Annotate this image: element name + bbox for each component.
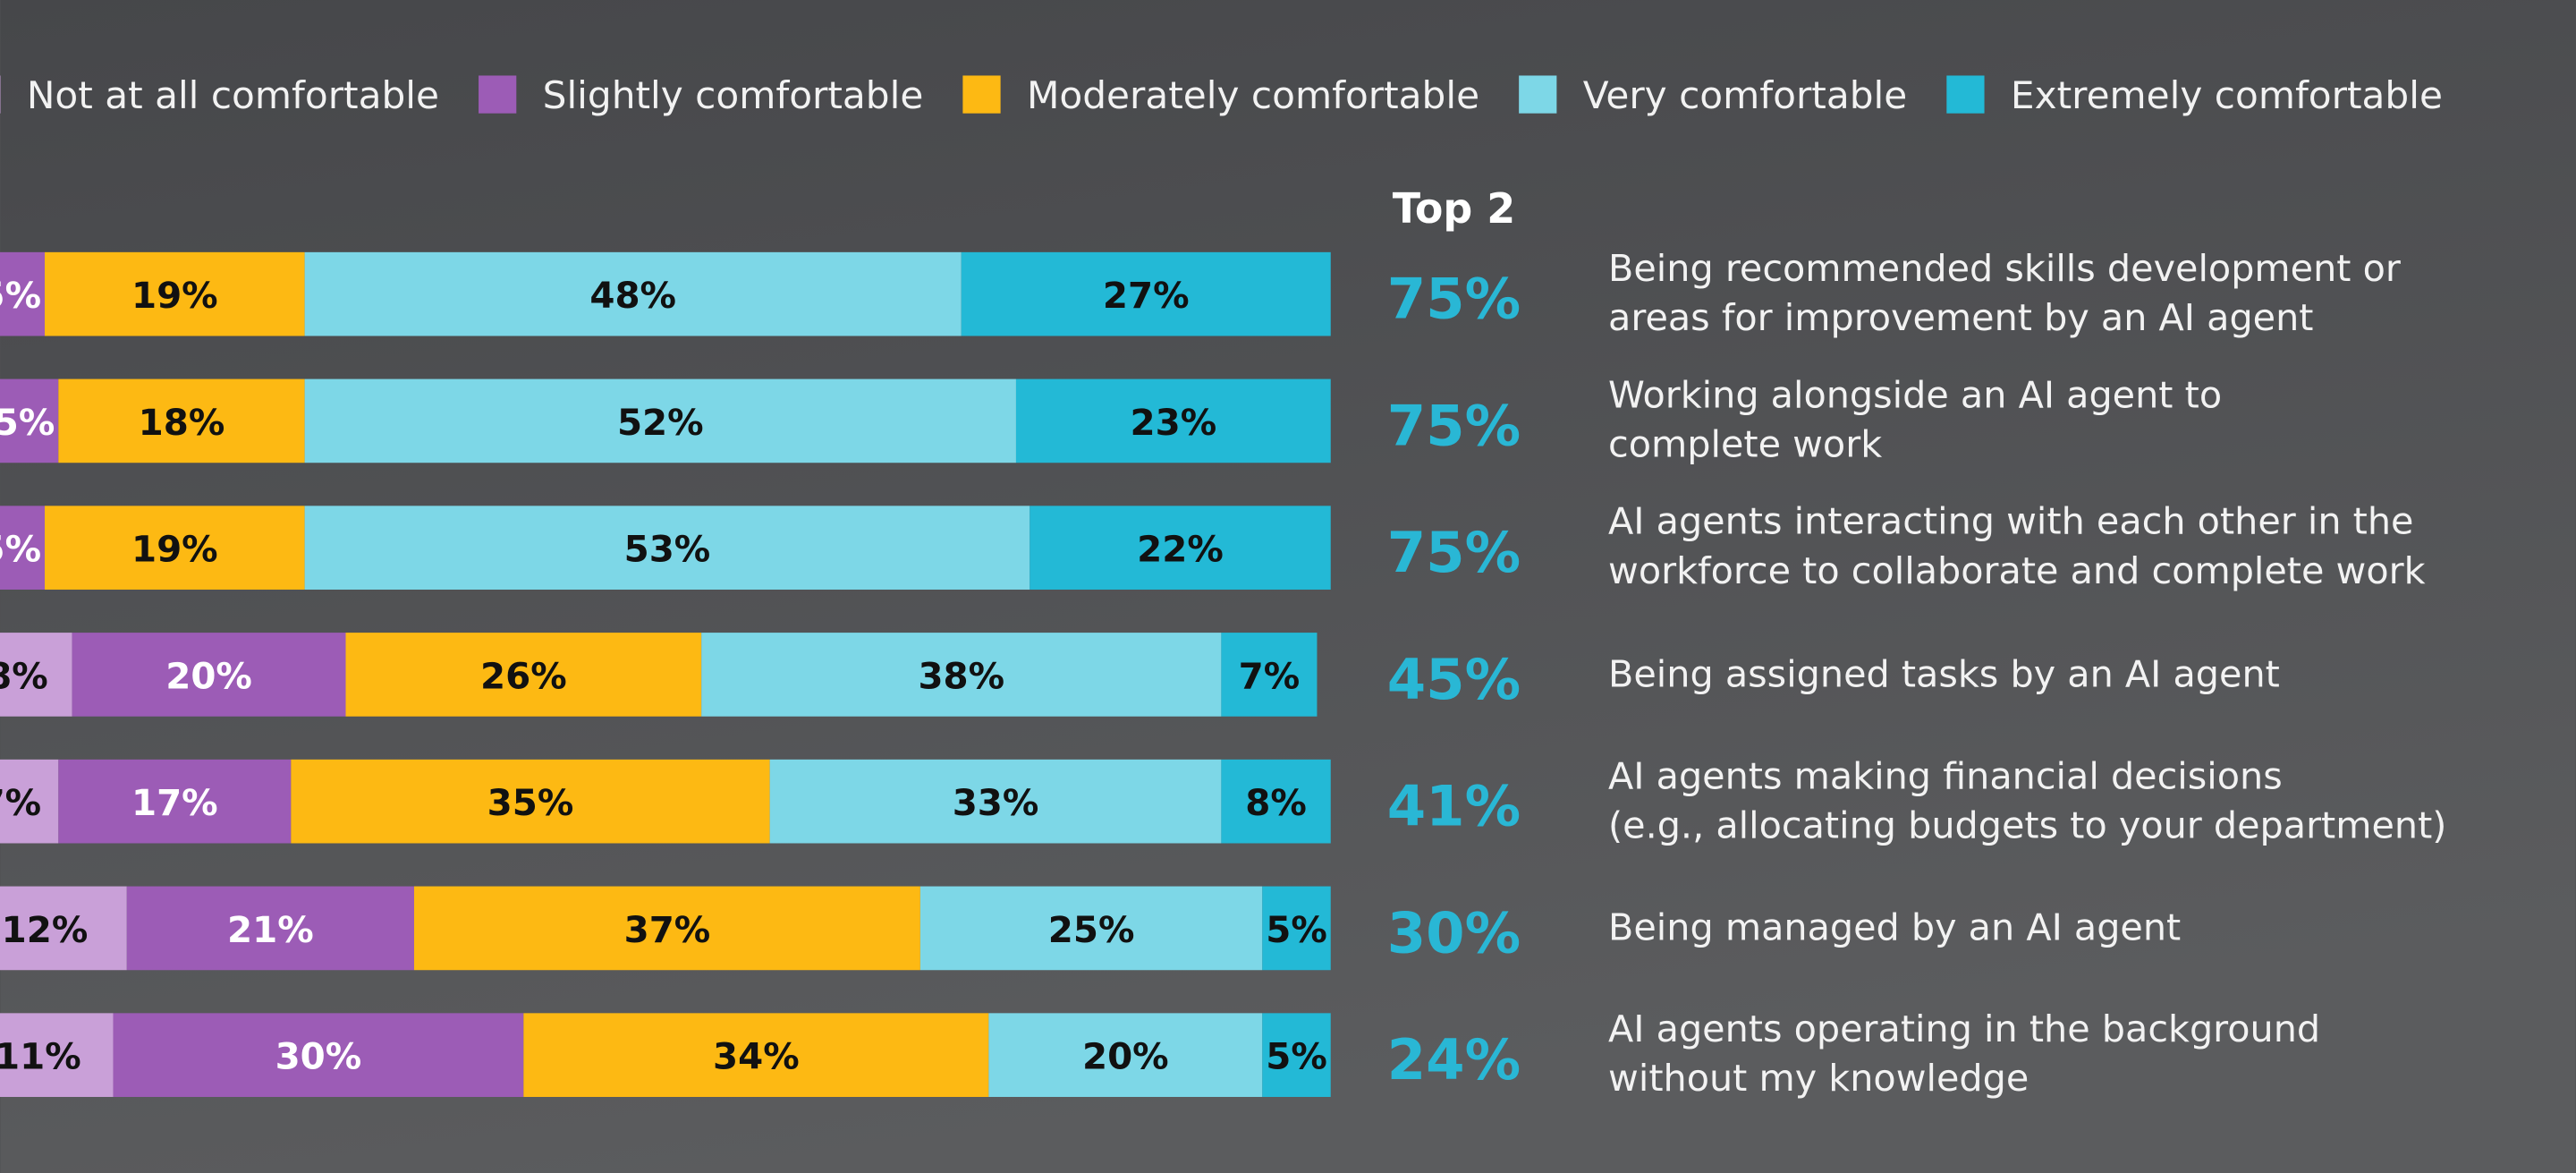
category-label: AI agents making financial decisions (e.… <box>1608 755 2447 848</box>
bar-segment <box>1262 886 1331 971</box>
bar-value-label: 8% <box>1245 782 1307 824</box>
bar-value-label: 7% <box>1239 655 1301 697</box>
category-label-box: Being recommended skills development or … <box>1608 248 2401 341</box>
legend-swatch <box>479 75 517 114</box>
bar-value-label: 19% <box>131 529 218 571</box>
bar-value-label: 5% <box>0 529 41 571</box>
top2-value: 75% <box>1387 393 1521 458</box>
bar-segment <box>0 506 46 590</box>
bar-value-label: 30% <box>275 1036 362 1078</box>
bar-value-label: 11% <box>0 1036 81 1078</box>
top2-value: 41% <box>1387 774 1521 839</box>
legend-label: Very comfortable <box>1583 73 1907 117</box>
bar-value-label: 38% <box>918 655 1004 697</box>
bar-segment <box>1221 633 1318 717</box>
bar-value-label: 19% <box>131 275 218 317</box>
legend-swatch <box>962 75 1001 114</box>
bar-value-label: 25% <box>1048 909 1135 951</box>
bar-segment <box>523 1013 989 1097</box>
bar-segment <box>58 378 305 463</box>
bar-value-label: 12% <box>2 909 89 951</box>
bar-segment <box>304 251 962 336</box>
bar-segment <box>45 506 305 590</box>
category-label: Being assigned tasks by an AI agent <box>1608 653 2280 696</box>
legend-swatch <box>1946 75 1985 114</box>
bar-segment <box>988 1013 1263 1097</box>
bar-value-label: 17% <box>131 782 218 824</box>
top2-value: 24% <box>1387 1027 1521 1092</box>
category-label-box: AI agents interacting with each other in… <box>1608 501 2426 594</box>
category-label-box: Being assigned tasks by an AI agent <box>1608 653 2280 696</box>
category-label: Being managed by an AI agent <box>1608 906 2182 950</box>
bar-value-label: 21% <box>227 909 314 951</box>
bar-segment <box>0 251 46 336</box>
bar-value-label: 27% <box>1103 275 1190 317</box>
legend-label: Extremely comfortable <box>2011 73 2443 117</box>
bar-segment <box>58 759 292 844</box>
category-label: AI agents operating in the background wi… <box>1608 1008 2321 1101</box>
bar-value-label: 37% <box>624 909 711 951</box>
bar-segment <box>0 1013 114 1097</box>
bar-segment <box>291 759 770 844</box>
bar-value-label: 26% <box>480 655 567 697</box>
legend-label: Slightly comfortable <box>543 73 924 117</box>
bar-segment <box>701 633 1222 717</box>
bar-segment <box>1221 759 1331 844</box>
bar-segment <box>126 886 414 971</box>
bar-segment <box>0 886 127 971</box>
bar-segment <box>1262 1013 1331 1097</box>
category-label-box: AI agents making financial decisions (e.… <box>1608 755 2447 848</box>
bar-value-label: 5% <box>0 275 41 317</box>
legend-swatch <box>1519 75 1557 114</box>
category-label: AI agents interacting with each other in… <box>1608 501 2426 594</box>
bar-segment <box>45 251 305 336</box>
bar-value-label: 5% <box>0 402 55 444</box>
legend-label: Moderately comfortable <box>1027 73 1479 117</box>
bar-segment <box>961 251 1331 336</box>
top2-value: 75% <box>1387 267 1521 332</box>
bar-value-label: 8% <box>0 655 48 697</box>
bar-value-label: 20% <box>1082 1036 1169 1078</box>
bar-segment <box>769 759 1222 844</box>
bar-value-label: 18% <box>139 402 225 444</box>
bar-value-label: 34% <box>713 1036 800 1078</box>
bar-value-label: 53% <box>624 529 711 571</box>
bar-segment <box>919 886 1263 971</box>
top2-title: Top 2 <box>1393 184 1515 233</box>
legend-label: Not at all comfortable <box>27 73 439 117</box>
top2-value: 30% <box>1387 900 1521 965</box>
bar-value-label: 22% <box>1137 529 1224 571</box>
bar-value-label: 5% <box>1266 909 1327 951</box>
bar-value-label: 20% <box>165 655 252 697</box>
bar-segment <box>0 633 72 717</box>
category-label-box: AI agents operating in the background wi… <box>1608 1008 2321 1101</box>
bar-value-label: 33% <box>953 782 1039 824</box>
bar-value-label: 23% <box>1131 402 1217 444</box>
top2-value: 75% <box>1387 520 1521 585</box>
category-label: Being recommended skills development or … <box>1608 248 2401 341</box>
bar-segment <box>1030 506 1331 590</box>
bar-segment <box>304 378 1016 463</box>
bar-value-label: 48% <box>589 275 676 317</box>
category-label-box: Working alongside an AI agent to complet… <box>1608 374 2223 467</box>
bar-value-label: 7% <box>0 782 41 824</box>
bar-value-label: 35% <box>487 782 574 824</box>
bar-segment <box>345 633 702 717</box>
bar-segment <box>0 378 59 463</box>
bar-segment <box>0 759 59 844</box>
bar-segment <box>72 633 346 717</box>
bar-segment <box>413 886 920 971</box>
bar-segment <box>1015 378 1331 463</box>
bar-segment <box>304 506 1030 590</box>
top2-value: 45% <box>1387 647 1521 712</box>
bar-segment <box>113 1013 524 1097</box>
bar-value-label: 52% <box>617 402 704 444</box>
bar-value-label: 5% <box>1266 1036 1327 1078</box>
category-label: Working alongside an AI agent to complet… <box>1608 374 2223 467</box>
category-label-box: Being managed by an AI agent <box>1608 906 2182 950</box>
